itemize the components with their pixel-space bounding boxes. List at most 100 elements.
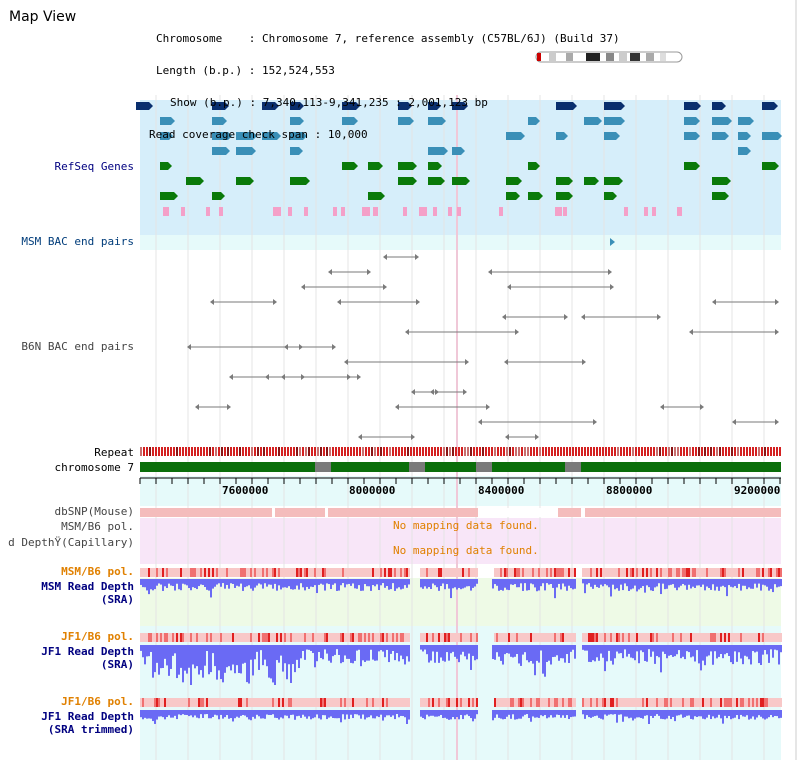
depth-bar [176,710,178,720]
polymorphism-mark [554,568,556,577]
polymorphism-mark [288,633,290,642]
depth-bar [702,579,704,585]
depth-bar [266,710,268,715]
depth-bar [628,710,630,719]
depth-bar [172,645,174,656]
polymorphism-mark [738,698,740,707]
gene-block [528,192,543,200]
depth-bar [768,710,770,718]
polymorphism-mark [140,633,142,642]
depth-bar [246,579,248,587]
depth-bar [184,579,186,585]
repeat-mark [248,447,250,456]
gene-block [290,147,303,155]
gene-block [584,177,599,185]
polymorphism-mark [430,633,432,642]
polymorphism-mark [290,633,292,642]
depth-bar [700,645,702,671]
depth-bar [258,645,260,670]
track-label-msm-read-depth[interactable]: MSM Read Depth [41,580,134,593]
depth-bar [348,710,350,719]
polymorphism-mark [502,633,504,642]
depth-bar [734,710,736,718]
depth-bar [456,645,458,659]
depth-bar [712,645,714,665]
track-label-jf1-read-depth[interactable]: JF1 Read Depth [41,645,134,658]
depth-bar [470,579,472,591]
polymorphism-mark [472,633,474,642]
polymorphism-mark [748,568,750,577]
repeat-mark [143,447,145,456]
polymorphism-mark [240,568,242,577]
depth-bar [582,710,584,715]
depth-bar [624,579,626,584]
gene-block [136,102,153,110]
depth-bar [356,710,358,715]
track-label-read-depth-capillary[interactable]: d DepthŸ(Capillary) [8,536,134,549]
polymorphism-mark [174,633,176,642]
bac-end-marker [367,269,371,275]
depth-bar [780,645,782,653]
polymorphism-mark [144,633,146,642]
track-label-jf1-read-depth-2[interactable]: JF1 Read Depth [41,710,134,723]
polymorphism-mark [358,698,360,707]
track-label-chromosome[interactable]: chromosome 7 [54,461,134,474]
repeat-mark [602,447,604,456]
gene-block [398,177,417,185]
repeat-mark [182,447,184,456]
depth-bar [224,710,226,718]
polymorphism-mark [296,568,298,577]
track-label-jf1-b6-pol[interactable]: JF1/B6 pol. [61,630,134,643]
depth-bar [588,579,590,584]
track-label-msm-bac[interactable]: MSM BAC end pairs [21,235,134,248]
track-label-msm-b6-pol-2[interactable]: MSM/B6 pol. [61,565,134,578]
depth-bar [726,579,728,597]
bac-end-marker [507,284,511,290]
depth-bar [570,645,572,652]
depth-bar [510,645,512,657]
depth-bar [690,645,692,658]
polymorphism-mark [422,633,424,642]
dbsnp-gap [272,508,275,517]
depth-bar [746,710,748,716]
track-label-repeat[interactable]: Repeat [94,446,134,459]
depth-bar [458,645,460,663]
depth-bar [618,710,620,715]
depth-bar [422,579,424,589]
depth-bar [544,710,546,716]
depth-bar [542,645,544,674]
polymorphism-mark [566,698,568,707]
polymorphism-mark [778,568,780,577]
depth-bar [612,579,614,585]
polymorphism-mark [444,698,446,707]
polymorphism-mark [308,568,310,577]
polymorphism-mark [318,568,320,577]
bac-end-marker [395,404,399,410]
track-label-dbsnp[interactable]: dbSNP(Mouse) [54,505,134,518]
depth-bar [502,579,504,591]
depth-bar [456,579,458,590]
track-label-b6n-bac[interactable]: B6N BAC end pairs [21,340,134,353]
polymorphism-mark [694,568,696,577]
polymorphism-mark [694,698,696,707]
polymorphism-mark [364,568,366,577]
track-label-msm-b6-pol[interactable]: MSM/B6 pol. [61,520,134,533]
depth-bar [186,710,188,715]
depth-bar [198,710,200,719]
track-label-jf1-sra: (SRA) [100,658,134,671]
depth-bar [748,579,750,588]
bac-end-marker [689,329,693,335]
polymorphism-mark [650,568,652,577]
depth-bar [552,710,554,718]
polymorphism-mark [378,633,380,642]
gene-block [712,192,729,200]
repeat-mark [245,447,247,456]
track-label-refseq[interactable]: RefSeq Genes [54,160,134,173]
polymorphism-mark [514,698,516,707]
bac-end-marker [775,329,779,335]
depth-bar [244,710,246,716]
track-label-jf1-b6-pol-2[interactable]: JF1/B6 pol. [61,695,134,708]
polymorphism-mark [450,633,452,642]
polymorphism-mark [608,633,610,642]
